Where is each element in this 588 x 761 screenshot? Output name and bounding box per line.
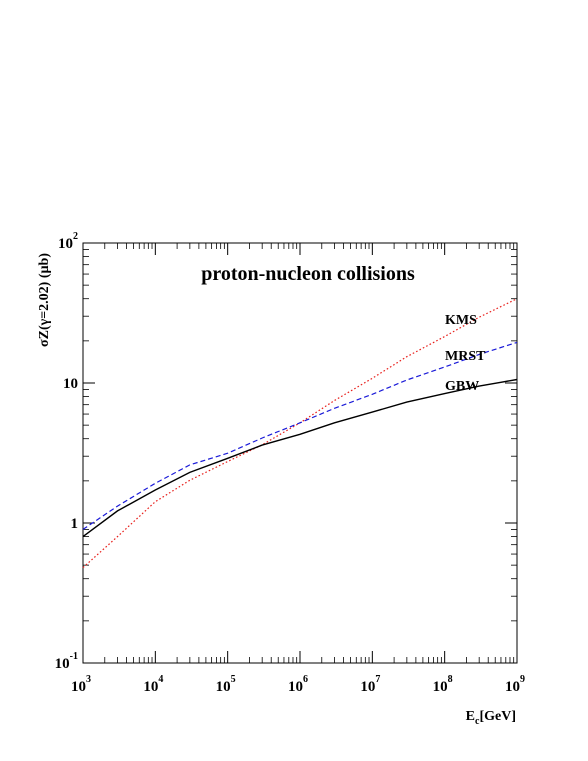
x-axis-title-sub: c (475, 716, 480, 727)
series-label-gbw: GBW (445, 379, 479, 394)
y-axis-title: σZ(γ=2.02) (µb) (37, 253, 52, 347)
y-tick-label: 102 (58, 231, 78, 252)
series-line-mrst (82, 341, 518, 530)
x-tick-label: 107 (360, 674, 380, 695)
x-tick-label: 109 (505, 674, 525, 695)
x-axis-title-unit: [GeV] (479, 709, 516, 724)
plot-frame (82, 242, 518, 664)
series-label-kms: KMS (445, 313, 477, 328)
x-axis-title: Ec[GeV] (466, 709, 516, 727)
series-line-kms (82, 298, 518, 569)
series-line-gbw (82, 378, 518, 538)
x-tick-label: 106 (288, 674, 308, 695)
major-ticks (82, 242, 518, 664)
y-tick-label: 10-1 (55, 651, 78, 672)
x-tick-label: 105 (216, 674, 236, 695)
chart-title: proton-nucleon collisions (201, 263, 415, 285)
x-axis-title-main: E (466, 709, 475, 724)
x-tick-label: 104 (143, 674, 163, 695)
x-tick-label: 103 (71, 674, 91, 695)
y-tick-label: 10 (63, 376, 78, 392)
tick-labels: 103 104 105 106 107 108 109 10-1 1 10 102 (55, 231, 525, 695)
series-layer (82, 298, 518, 569)
minor-ticks (83, 243, 517, 663)
y-tick-label: 1 (71, 516, 79, 532)
series-label-mrst: MRST (445, 349, 486, 364)
x-tick-label: 108 (433, 674, 453, 695)
